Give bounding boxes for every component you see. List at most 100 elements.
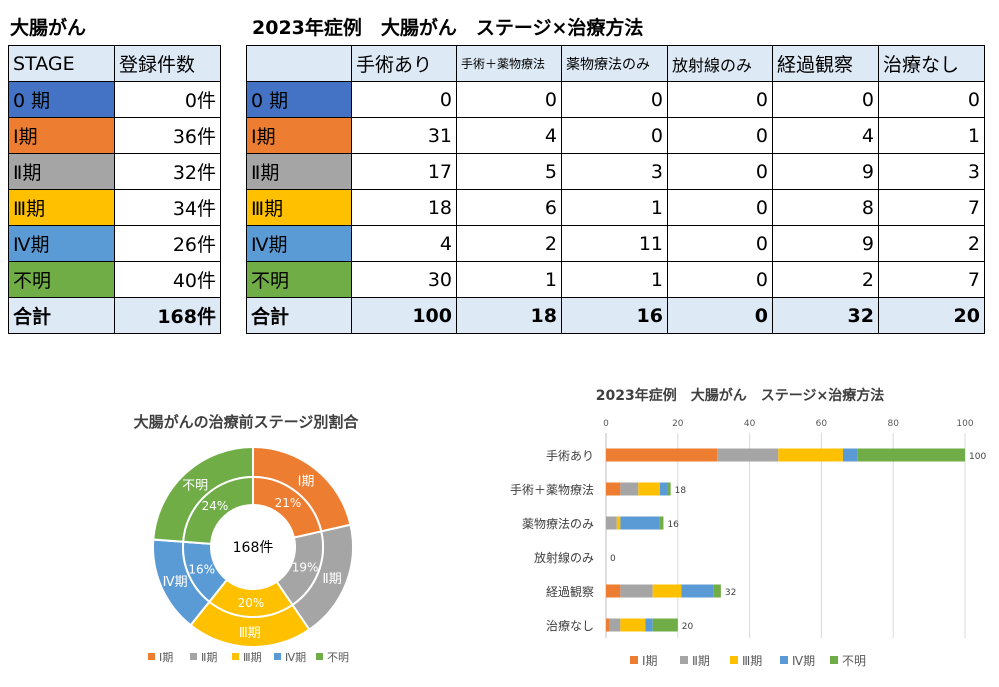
bar-segment bbox=[616, 516, 621, 530]
bar-total-label: 100 bbox=[969, 452, 986, 462]
bar-total-label: 0 bbox=[610, 554, 616, 564]
value-cell: 0 bbox=[772, 81, 879, 118]
bar-segment bbox=[606, 448, 718, 462]
bar-segment bbox=[620, 618, 646, 632]
bar-segment bbox=[842, 448, 858, 462]
total-value: 18 bbox=[456, 297, 562, 334]
total-label: 合計 bbox=[8, 297, 115, 334]
value-cell: 0 bbox=[667, 225, 773, 262]
value-cell: 9 bbox=[772, 225, 879, 262]
doughnut-inner-slice bbox=[182, 475, 254, 545]
doughnut-percent-label: 19% bbox=[292, 560, 319, 574]
legend-label: Ⅰ期 bbox=[642, 654, 658, 668]
legend-swatch bbox=[148, 653, 155, 660]
doughnut-chart-svg: 大腸がんの治療前ステージ別割合Ⅰ期21%Ⅱ期19%Ⅲ期20%Ⅳ期16%不明24%… bbox=[134, 413, 360, 664]
legend-swatch bbox=[316, 653, 323, 660]
value-cell: 2 bbox=[456, 225, 562, 262]
stage-doughnut-chart: 大腸がんの治療前ステージ別割合 Ⅰ期 21% Ⅱ期 19% Ⅲ期 20% Ⅳ期 16% 不明 24%… bbox=[8, 395, 480, 683]
table-row: 不明 40件 bbox=[8, 261, 221, 298]
bar-segment bbox=[620, 516, 660, 530]
bar-total-label: 16 bbox=[667, 520, 679, 530]
table-row: 0 期 0 0 0 0 0 0 bbox=[246, 81, 985, 118]
bar-segment bbox=[645, 618, 653, 632]
bar-segment bbox=[606, 584, 621, 598]
total-label: 合計 bbox=[246, 297, 352, 334]
stage-cell: Ⅲ期 bbox=[246, 189, 352, 226]
x-tick-label: 60 bbox=[816, 419, 828, 429]
table-row: 不明 30 1 1 0 2 7 bbox=[246, 261, 985, 298]
total-value: 100 bbox=[351, 297, 457, 334]
bar-segment bbox=[606, 618, 610, 632]
doughnut-percent-label: 21% bbox=[275, 496, 302, 510]
stage-cell: 0 期 bbox=[246, 81, 352, 118]
category-label: 放射線のみ bbox=[534, 550, 594, 565]
value-cell: 4 bbox=[772, 117, 879, 154]
x-tick-label: 20 bbox=[672, 419, 684, 429]
value-cell: 4 bbox=[351, 225, 457, 262]
table-row: Ⅱ期 32件 bbox=[8, 153, 221, 190]
stage-cell: Ⅳ期 bbox=[246, 225, 352, 262]
stage-cell: 不明 bbox=[246, 261, 352, 298]
doughnut-slice-label: Ⅰ期 bbox=[298, 475, 315, 490]
table-total-row: 合計 168件 bbox=[8, 297, 221, 334]
value-cell: 2 bbox=[772, 261, 879, 298]
legend-label: 不明 bbox=[327, 651, 349, 664]
doughnut-center-label: 168件 bbox=[233, 540, 274, 556]
bar-segment bbox=[652, 618, 678, 632]
category-label: 手術あり bbox=[546, 449, 594, 463]
value-cell: 0 bbox=[561, 81, 668, 118]
count-cell: 40件 bbox=[114, 261, 221, 298]
bar-chart-svg: 2023年症例 大腸がん ステージ×治療方法 0 20 40 60 80 100 手術あり 10… bbox=[510, 387, 986, 668]
table-row: Ⅲ期 34件 bbox=[8, 189, 221, 226]
total-value: 0 bbox=[667, 297, 773, 334]
legend-label: Ⅲ期 bbox=[243, 651, 262, 664]
value-cell: 0 bbox=[667, 81, 773, 118]
bar-total-label: 32 bbox=[725, 588, 736, 598]
bar-segment bbox=[620, 584, 653, 598]
doughnut-title: 大腸がんの治療前ステージ別割合 bbox=[134, 413, 360, 431]
bar-segment bbox=[713, 584, 721, 598]
stage-treatment-table: 手術あり 手術＋薬物療法 薬物療法のみ 放射線のみ 経過観察 治療なし 0 期 … bbox=[246, 45, 985, 334]
header-stage: STAGE bbox=[8, 45, 115, 82]
header-treatment: 手術あり bbox=[351, 45, 457, 82]
count-cell: 32件 bbox=[114, 153, 221, 190]
bar-segment bbox=[778, 448, 843, 462]
x-tick-label: 100 bbox=[956, 419, 973, 429]
legend-swatch bbox=[232, 653, 239, 660]
total-value: 20 bbox=[878, 297, 985, 334]
value-cell: 31 bbox=[351, 117, 457, 154]
total-value: 16 bbox=[561, 297, 668, 334]
doughnut-percent-label: 24% bbox=[202, 499, 229, 513]
value-cell: 1 bbox=[561, 189, 668, 226]
table-row: Ⅳ期 26件 bbox=[8, 225, 221, 262]
value-cell: 8 bbox=[772, 189, 879, 226]
legend-swatch bbox=[190, 653, 197, 660]
header-treatment: 薬物療法のみ bbox=[561, 45, 668, 82]
doughnut-slice-label: Ⅱ期 bbox=[322, 572, 341, 587]
header-treatment: 経過観察 bbox=[772, 45, 879, 82]
bar-chart-title: 2023年症例 大腸がん ステージ×治療方法 bbox=[596, 387, 884, 404]
bar-segment bbox=[638, 482, 660, 496]
bar-segment bbox=[717, 448, 779, 462]
value-cell: 0 bbox=[667, 117, 773, 154]
category-label: 薬物療法のみ bbox=[522, 517, 594, 531]
bar-total-label: 20 bbox=[682, 622, 694, 632]
value-cell: 4 bbox=[456, 117, 562, 154]
x-tick-label: 80 bbox=[887, 419, 899, 429]
x-tick-label: 40 bbox=[744, 419, 756, 429]
header-treatment: 手術＋薬物療法 bbox=[456, 45, 562, 82]
stage-cell: Ⅰ期 bbox=[8, 117, 115, 154]
category-label: 治療なし bbox=[546, 619, 594, 633]
stage-count-table: STAGE 登録件数 0 期 0件 Ⅰ期 36件 Ⅱ期 32件 Ⅲ期 34件 Ⅳ… bbox=[8, 45, 221, 334]
header-blank bbox=[246, 45, 352, 82]
value-cell: 11 bbox=[561, 225, 668, 262]
table-total-row: 合計 100 18 16 0 32 20 bbox=[246, 297, 985, 334]
bar-segment bbox=[659, 482, 668, 496]
value-cell: 0 bbox=[878, 81, 985, 118]
value-cell: 0 bbox=[561, 117, 668, 154]
total-count: 168件 bbox=[114, 297, 221, 334]
left-table-title: 大腸がん bbox=[10, 17, 87, 39]
bar-segment bbox=[659, 516, 664, 530]
table-row: Ⅳ期 4 2 11 0 9 2 bbox=[246, 225, 985, 262]
value-cell: 1 bbox=[456, 261, 562, 298]
